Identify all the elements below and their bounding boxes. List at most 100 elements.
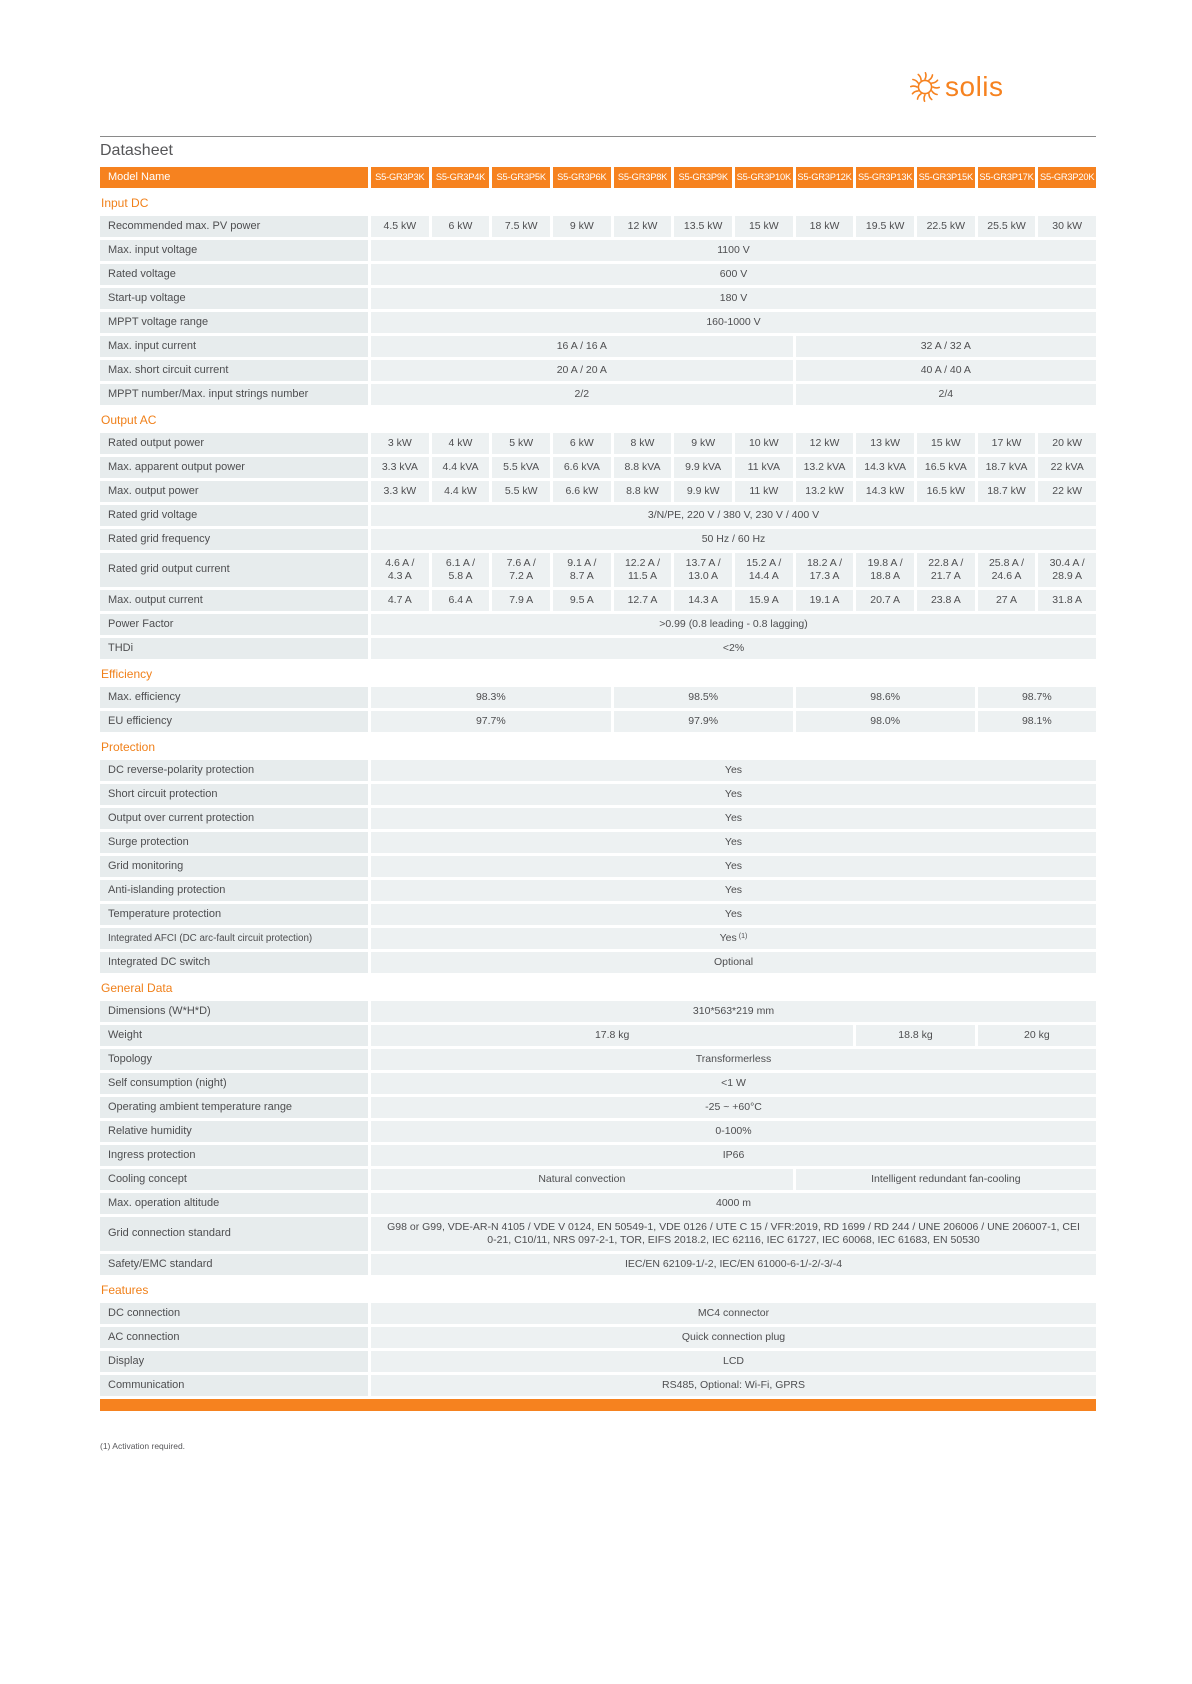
- value-cell: 98.1%: [977, 711, 1096, 732]
- value-cell: 13 kW: [856, 433, 914, 454]
- value-cell: 30.4 A / 28.9 A: [1038, 553, 1096, 587]
- value-cell: Quick connection plug: [371, 1327, 1096, 1348]
- table-row: Rated grid voltage 3/N/PE, 220 V / 380 V,…: [100, 505, 1096, 526]
- row-label: Anti-islanding protection: [100, 880, 368, 901]
- value-cell: 4.4 kVA: [431, 457, 490, 478]
- row-label: Communication: [100, 1375, 368, 1396]
- value-cell: 6.6 kW: [553, 481, 611, 502]
- section-title: Input DC: [101, 196, 149, 210]
- table-row: Rated grid frequency 50 Hz / 60 Hz: [100, 529, 1096, 550]
- row-label: Power Factor: [100, 614, 368, 635]
- value-cell: 12 kW: [795, 433, 854, 454]
- table-row: Grid connection standard G98 or G99, VDE-…: [100, 1217, 1096, 1251]
- value-cell: 14.3 kVA: [856, 457, 914, 478]
- value-cell: 27 A: [977, 590, 1036, 611]
- model-header-row: Model Name S5-GR3P3K S5-GR3P4K S5-GR3P5K S5-…: [100, 167, 1096, 188]
- table-row: Relative humidity 0-100%: [100, 1121, 1096, 1142]
- top-divider: [100, 136, 1096, 137]
- table-row: Topology Transformerless: [100, 1049, 1096, 1070]
- table-row: THDi <2%: [100, 638, 1096, 659]
- row-label: Relative humidity: [100, 1121, 368, 1142]
- row-label: Max. efficiency: [100, 687, 368, 708]
- value-cell: 3.3 kVA: [371, 457, 429, 478]
- value-cell: 14.3 kW: [856, 481, 914, 502]
- row-label: Max. short circuit current: [100, 360, 368, 381]
- value-cell: 19.1 A: [795, 590, 854, 611]
- value-cell: 31.8 A: [1038, 590, 1096, 611]
- value-cell: 15 kW: [917, 433, 975, 454]
- value-cell: 16 A / 16 A: [371, 336, 793, 357]
- brand-header: solis: [908, 70, 1004, 104]
- value-cell: 18.2 A / 17.3 A: [795, 553, 854, 587]
- value-cell: 18.7 kW: [977, 481, 1036, 502]
- model-name-cell: S5-GR3P10K: [735, 167, 793, 188]
- model-name-cell: S5-GR3P6K: [553, 167, 611, 188]
- value-cell: 6.1 A / 5.8 A: [431, 553, 490, 587]
- value-cell: Yes (1): [371, 928, 1096, 949]
- solis-sun-icon: [909, 71, 941, 103]
- model-header-label: Model Name: [100, 167, 368, 188]
- value-cell: 98.6%: [795, 687, 975, 708]
- table-row: DC reverse-polarity protection Yes: [100, 760, 1096, 781]
- row-label: Integrated DC switch: [100, 952, 368, 973]
- table-row: Max. operation altitude 4000 m: [100, 1193, 1096, 1214]
- row-label: Grid connection standard: [100, 1217, 368, 1251]
- table-row: Temperature protection Yes: [100, 904, 1096, 925]
- value-cell: 11 kVA: [735, 457, 793, 478]
- value-cell: Natural convection: [371, 1169, 793, 1190]
- value-cell: 9.9 kVA: [674, 457, 732, 478]
- table-row: Dimensions (W*H*D) 310*563*219 mm: [100, 1001, 1096, 1022]
- value-cell: 19.5 kW: [856, 216, 914, 237]
- footnote: (1) Activation required.: [100, 1441, 186, 1451]
- table-row: Grid monitoring Yes: [100, 856, 1096, 877]
- value-cell: 2/4: [795, 384, 1096, 405]
- value-cell: 17.8 kg: [371, 1025, 854, 1046]
- value-cell: 13.5 kW: [674, 216, 732, 237]
- value-cell: IEC/EN 62109-1/-2, IEC/EN 61000-6-1/-2/-…: [371, 1254, 1096, 1275]
- row-label: Rated grid voltage: [100, 505, 368, 526]
- value-cell: 4000 m: [371, 1193, 1096, 1214]
- row-label: Output over current protection: [100, 808, 368, 829]
- row-label: Max. input current: [100, 336, 368, 357]
- row-label: Rated output power: [100, 433, 368, 454]
- row-label: Max. output current: [100, 590, 368, 611]
- table-row: DC connection MC4 connector: [100, 1303, 1096, 1324]
- value-cell: Yes: [371, 880, 1096, 901]
- value-cell: MC4 connector: [371, 1303, 1096, 1324]
- table-row: Output over current protection Yes: [100, 808, 1096, 829]
- model-name-cell: S5-GR3P13K: [856, 167, 914, 188]
- row-label: Operating ambient temperature range: [100, 1097, 368, 1118]
- section-title: Protection: [101, 740, 156, 754]
- row-label: Display: [100, 1351, 368, 1372]
- table-row: Integrated AFCI (DC arc-fault circuit pr…: [100, 928, 1096, 949]
- value-cell: 1100 V: [371, 240, 1096, 261]
- value-cell: 20 A / 20 A: [371, 360, 793, 381]
- value-cell: 20 kg: [977, 1025, 1096, 1046]
- value-cell: 7.6 A / 7.2 A: [492, 553, 550, 587]
- row-label: Rated grid frequency: [100, 529, 368, 550]
- value-cell: 98.7%: [977, 687, 1096, 708]
- value-cell: 5.5 kW: [492, 481, 550, 502]
- row-label: THDi: [100, 638, 368, 659]
- table-row: Surge protection Yes: [100, 832, 1096, 853]
- model-name-cell: S5-GR3P5K: [492, 167, 550, 188]
- value-cell: RS485, Optional: Wi-Fi, GPRS: [371, 1375, 1096, 1396]
- row-label: MPPT number/Max. input strings number: [100, 384, 368, 405]
- row-label: Recommended max. PV power: [100, 216, 368, 237]
- table-row: Ingress protection IP66: [100, 1145, 1096, 1166]
- value-cell: 3.3 kW: [371, 481, 429, 502]
- table-row: Operating ambient temperature range -25 ~…: [100, 1097, 1096, 1118]
- value-cell: 18.7 kVA: [977, 457, 1036, 478]
- value-cell: G98 or G99, VDE-AR-N 4105 / VDE V 0124, …: [371, 1217, 1096, 1251]
- row-label: Rated voltage: [100, 264, 368, 285]
- model-name-cell: S5-GR3P9K: [674, 167, 732, 188]
- value-cell: 40 A / 40 A: [795, 360, 1096, 381]
- value-cell: 13.7 A / 13.0 A: [674, 553, 732, 587]
- table-row: Max. efficiency 98.3% 98.5% 98.6% 98.7%: [100, 687, 1096, 708]
- value-cell: Yes: [371, 856, 1096, 877]
- value-cell: 5 kW: [492, 433, 550, 454]
- row-label: AC connection: [100, 1327, 368, 1348]
- value-cell: 97.7%: [371, 711, 611, 732]
- value-cell: Yes: [371, 808, 1096, 829]
